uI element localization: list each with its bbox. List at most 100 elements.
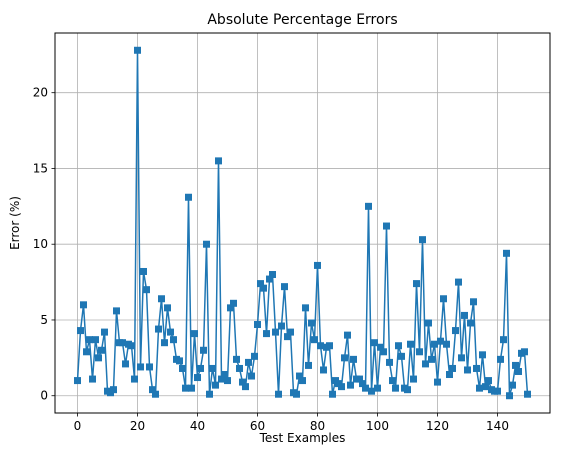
data-point <box>368 387 375 395</box>
data-point <box>89 375 96 383</box>
data-point <box>266 275 273 283</box>
data-point <box>455 278 462 286</box>
data-point <box>302 304 309 312</box>
data-point <box>464 366 471 374</box>
data-point <box>320 366 327 374</box>
data-point <box>428 355 435 363</box>
data-point <box>131 375 138 383</box>
data-point <box>80 301 87 309</box>
data-point <box>350 355 357 363</box>
x-tick-label: 120 <box>426 419 449 433</box>
data-point <box>458 354 465 362</box>
data-point <box>383 222 390 230</box>
data-point <box>236 364 243 372</box>
data-point <box>203 240 210 248</box>
data-point <box>260 284 267 292</box>
data-point <box>149 386 156 394</box>
data-point <box>191 330 198 338</box>
data-point <box>314 261 321 269</box>
y-tick-label: 20 <box>33 86 48 100</box>
y-axis-label: Error (%) <box>8 196 22 250</box>
data-point <box>140 267 147 275</box>
data-point <box>452 327 459 335</box>
data-point <box>164 304 171 312</box>
data-point <box>98 346 105 354</box>
data-point <box>278 322 285 330</box>
data-point <box>497 355 504 363</box>
data-point <box>176 357 183 365</box>
data-point <box>221 371 228 379</box>
data-point <box>155 325 162 333</box>
data-point <box>206 390 213 398</box>
data-point <box>119 339 126 347</box>
data-point <box>485 377 492 385</box>
y-tick-label: 10 <box>33 237 48 251</box>
data-point <box>227 304 234 312</box>
data-point <box>287 328 294 336</box>
data-point <box>371 339 378 347</box>
data-point <box>380 348 387 356</box>
data-point <box>194 374 201 382</box>
data-point <box>476 384 483 392</box>
data-point <box>122 360 129 368</box>
data-point <box>461 311 468 319</box>
data-point <box>143 286 150 294</box>
data-point <box>374 384 381 392</box>
data-point <box>305 361 312 369</box>
data-point <box>296 372 303 380</box>
data-point <box>521 348 528 356</box>
data-point <box>230 299 237 307</box>
x-tick-label: 20 <box>130 419 145 433</box>
data-point <box>395 342 402 350</box>
data-point <box>95 354 102 362</box>
chart-title: Absolute Percentage Errors <box>207 12 397 28</box>
data-point <box>179 364 186 372</box>
x-tick-label: 60 <box>250 419 265 433</box>
data-point <box>110 386 117 394</box>
data-point <box>137 363 144 371</box>
data-point <box>263 330 270 338</box>
data-point <box>506 392 513 400</box>
data-point <box>299 377 306 385</box>
data-point <box>392 384 399 392</box>
data-point <box>185 193 192 201</box>
data-point <box>446 371 453 379</box>
data-point <box>239 378 246 386</box>
data-point <box>341 354 348 362</box>
data-point <box>74 377 81 385</box>
data-point <box>170 336 177 344</box>
data-point <box>257 280 264 288</box>
data-point <box>503 249 510 257</box>
data-point <box>152 390 159 398</box>
data-point <box>293 390 300 398</box>
data-point <box>515 367 522 375</box>
data-point <box>83 348 90 356</box>
data-point <box>413 280 420 288</box>
data-point <box>347 381 354 389</box>
data-point <box>113 307 120 315</box>
data-point <box>398 352 405 360</box>
data-point <box>158 295 165 303</box>
data-point <box>365 202 372 210</box>
data-series <box>74 46 531 400</box>
data-point <box>215 157 222 165</box>
data-point <box>281 283 288 291</box>
data-point <box>338 383 345 391</box>
data-point <box>86 336 93 344</box>
data-point <box>134 46 141 54</box>
data-point <box>512 361 519 369</box>
series-line <box>76 49 529 397</box>
data-point <box>92 336 99 344</box>
data-point <box>161 339 168 347</box>
data-point <box>200 346 207 354</box>
data-point <box>470 298 477 306</box>
data-point <box>209 364 216 372</box>
data-point <box>128 342 135 350</box>
data-point <box>389 377 396 385</box>
y-tick-label: 0 <box>40 389 48 403</box>
data-point <box>377 343 384 351</box>
data-point <box>422 360 429 368</box>
data-point <box>410 375 417 383</box>
data-point <box>101 328 108 336</box>
